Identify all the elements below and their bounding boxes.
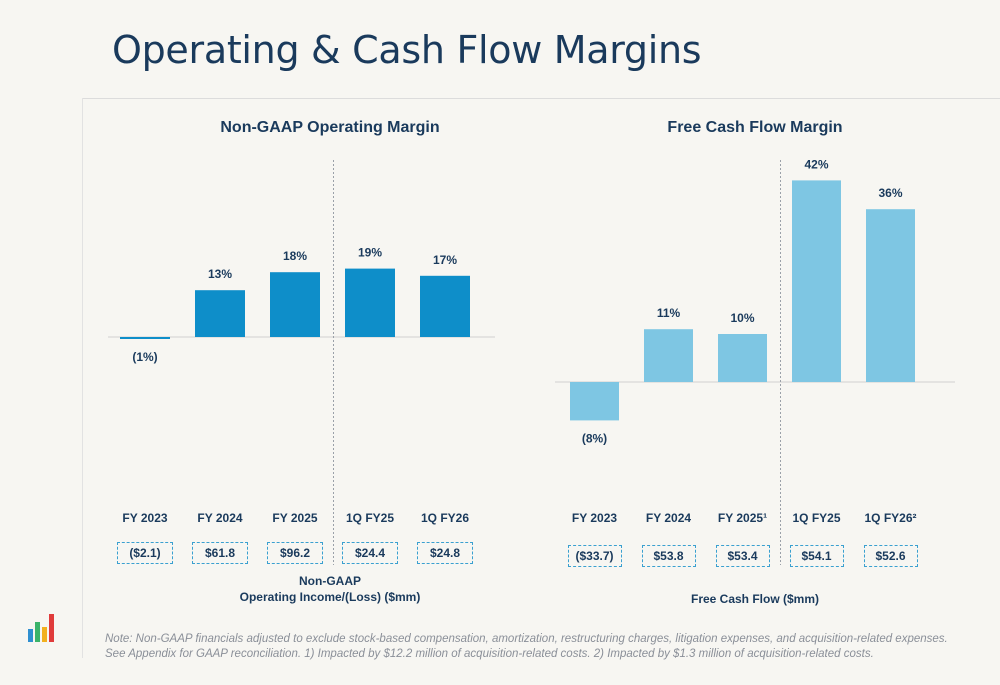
- footnote: Note: Non-GAAP financials adjusted to ex…: [105, 632, 985, 662]
- footnote-line-2: See Appendix for GAAP reconciliation. 1)…: [105, 648, 874, 660]
- bar-fy-2025-: [718, 334, 767, 382]
- x-tick-label: FY 2025¹: [718, 511, 767, 525]
- x-tick-label: 1Q FY25: [346, 511, 394, 525]
- page-title: Operating & Cash Flow Margins: [112, 28, 702, 72]
- fcf-label: Free Cash Flow ($mm): [690, 592, 820, 606]
- operating-income-label-text: Non-GAAP Operating Income/(Loss) ($mm): [239, 574, 421, 604]
- chart-title-fcf-margin: Free Cash Flow Margin: [667, 119, 843, 136]
- bar-fy-2024: [644, 329, 693, 382]
- data-label: 11%: [657, 306, 681, 320]
- data-label: 10%: [730, 311, 754, 325]
- logo-bar: [49, 614, 54, 642]
- left-margin-rule: [82, 98, 83, 658]
- data-label: 18%: [283, 249, 307, 263]
- bar-1q-fy26: [420, 275, 470, 337]
- logo-bar: [42, 626, 47, 642]
- x-tick-label: FY 2025: [272, 511, 317, 525]
- x-tick-label: FY 2024: [646, 511, 691, 525]
- x-tick-label: 1Q FY26: [421, 511, 469, 525]
- value-box: $61.8: [192, 542, 248, 564]
- value-box: $96.2: [267, 542, 323, 564]
- bar-fy-2023: [570, 382, 619, 421]
- bar-fy-2024: [195, 290, 245, 337]
- x-tick-label: FY 2023: [122, 511, 167, 525]
- value-box: ($2.1): [117, 542, 173, 564]
- value-box: $24.4: [342, 542, 398, 564]
- x-tick-label: 1Q FY26²: [864, 511, 916, 525]
- x-tick-label: 1Q FY25: [792, 511, 840, 525]
- data-label: (1%): [132, 350, 157, 364]
- value-box: $53.4: [715, 545, 770, 567]
- data-label: 19%: [358, 246, 382, 260]
- value-box: ($33.7): [567, 545, 622, 567]
- x-tick-label: FY 2023: [572, 511, 617, 525]
- data-label: 36%: [878, 186, 902, 200]
- data-label: (8%): [582, 431, 607, 445]
- value-box: $52.6: [863, 545, 918, 567]
- title-divider: [82, 98, 1000, 99]
- bar-fy-2025: [270, 272, 320, 337]
- chart-title-operating-margin: Non-GAAP Operating Margin: [220, 119, 440, 136]
- operating-income-label: Non-GAAP Operating Income/(Loss) ($mm): [230, 573, 430, 605]
- value-box: $54.1: [789, 545, 844, 567]
- value-box: $24.8: [417, 542, 473, 564]
- company-logo-icon: [28, 614, 58, 642]
- bar-fy-2023: [120, 337, 170, 339]
- bar-1q-fy25: [792, 180, 841, 382]
- data-label: 17%: [433, 253, 457, 267]
- data-label: 42%: [804, 157, 828, 171]
- footnote-line-1: Note: Non-GAAP financials adjusted to ex…: [105, 633, 948, 645]
- data-label: 13%: [208, 267, 232, 281]
- value-box: $53.8: [641, 545, 696, 567]
- bar-1q-fy25: [345, 268, 395, 337]
- x-tick-label: FY 2024: [197, 511, 242, 525]
- logo-bar: [28, 629, 33, 642]
- bar-1q-fy26-: [866, 209, 915, 382]
- logo-bar: [35, 622, 40, 642]
